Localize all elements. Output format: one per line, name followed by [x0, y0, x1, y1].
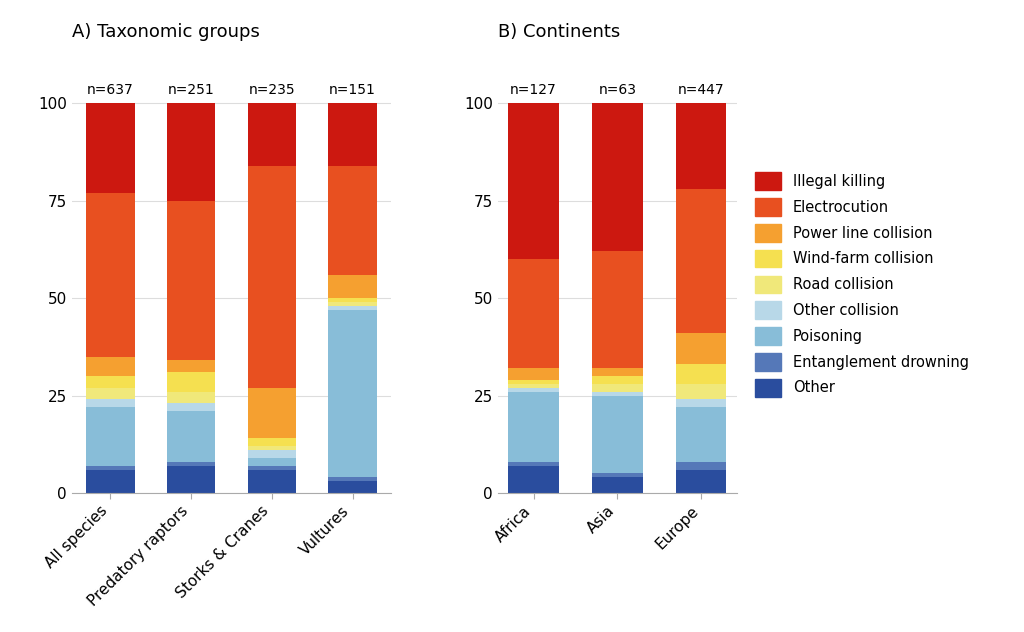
Bar	[248, 466, 296, 470]
Bar	[329, 481, 377, 493]
Bar	[167, 466, 215, 493]
Bar	[86, 356, 134, 376]
Bar	[167, 103, 215, 200]
Bar	[167, 462, 215, 466]
Bar	[592, 473, 643, 477]
Bar	[592, 368, 643, 376]
Text: B) Continents: B) Continents	[498, 23, 620, 41]
Text: n=637: n=637	[87, 83, 134, 97]
Text: n=63: n=63	[598, 83, 637, 97]
Bar	[248, 450, 296, 458]
Bar	[329, 310, 377, 477]
Bar	[509, 380, 559, 384]
Bar	[676, 189, 726, 333]
Bar	[248, 439, 296, 446]
Bar	[676, 364, 726, 384]
Bar	[167, 392, 215, 403]
Bar	[592, 252, 643, 368]
Bar	[592, 376, 643, 384]
Text: n=127: n=127	[510, 83, 557, 97]
Bar	[248, 103, 296, 166]
Bar	[592, 392, 643, 396]
Bar	[676, 333, 726, 364]
Bar	[676, 470, 726, 493]
Bar	[592, 396, 643, 473]
Bar	[329, 306, 377, 310]
Text: n=235: n=235	[249, 83, 295, 97]
Bar	[509, 259, 559, 368]
Bar	[86, 103, 134, 193]
Text: A) Taxonomic groups: A) Taxonomic groups	[72, 23, 259, 41]
Text: n=151: n=151	[329, 83, 376, 97]
Bar	[676, 462, 726, 470]
Bar	[509, 466, 559, 493]
Bar	[509, 462, 559, 466]
Bar	[167, 403, 215, 411]
Bar	[86, 407, 134, 466]
Bar	[248, 458, 296, 466]
Text: n=447: n=447	[678, 83, 725, 97]
Bar	[509, 368, 559, 380]
Bar	[592, 477, 643, 493]
Legend: Illegal killing, Electrocution, Power line collision, Wind-farm collision, Road : Illegal killing, Electrocution, Power li…	[755, 173, 969, 396]
Bar	[248, 446, 296, 450]
Bar	[86, 399, 134, 407]
Text: n=251: n=251	[168, 83, 214, 97]
Bar	[86, 193, 134, 356]
Bar	[167, 411, 215, 462]
Bar	[676, 103, 726, 189]
Bar	[676, 407, 726, 462]
Bar	[86, 470, 134, 493]
Bar	[676, 399, 726, 407]
Bar	[329, 103, 377, 166]
Bar	[329, 275, 377, 298]
Bar	[509, 392, 559, 462]
Bar	[86, 387, 134, 399]
Bar	[167, 200, 215, 360]
Bar	[592, 384, 643, 392]
Bar	[248, 470, 296, 493]
Bar	[676, 384, 726, 399]
Bar	[329, 166, 377, 275]
Bar	[86, 376, 134, 387]
Bar	[86, 466, 134, 470]
Bar	[509, 384, 559, 387]
Bar	[509, 103, 559, 259]
Bar	[248, 387, 296, 439]
Bar	[329, 477, 377, 481]
Bar	[592, 103, 643, 252]
Bar	[167, 372, 215, 392]
Bar	[329, 302, 377, 306]
Bar	[248, 166, 296, 387]
Bar	[329, 298, 377, 302]
Bar	[167, 360, 215, 372]
Bar	[509, 387, 559, 392]
